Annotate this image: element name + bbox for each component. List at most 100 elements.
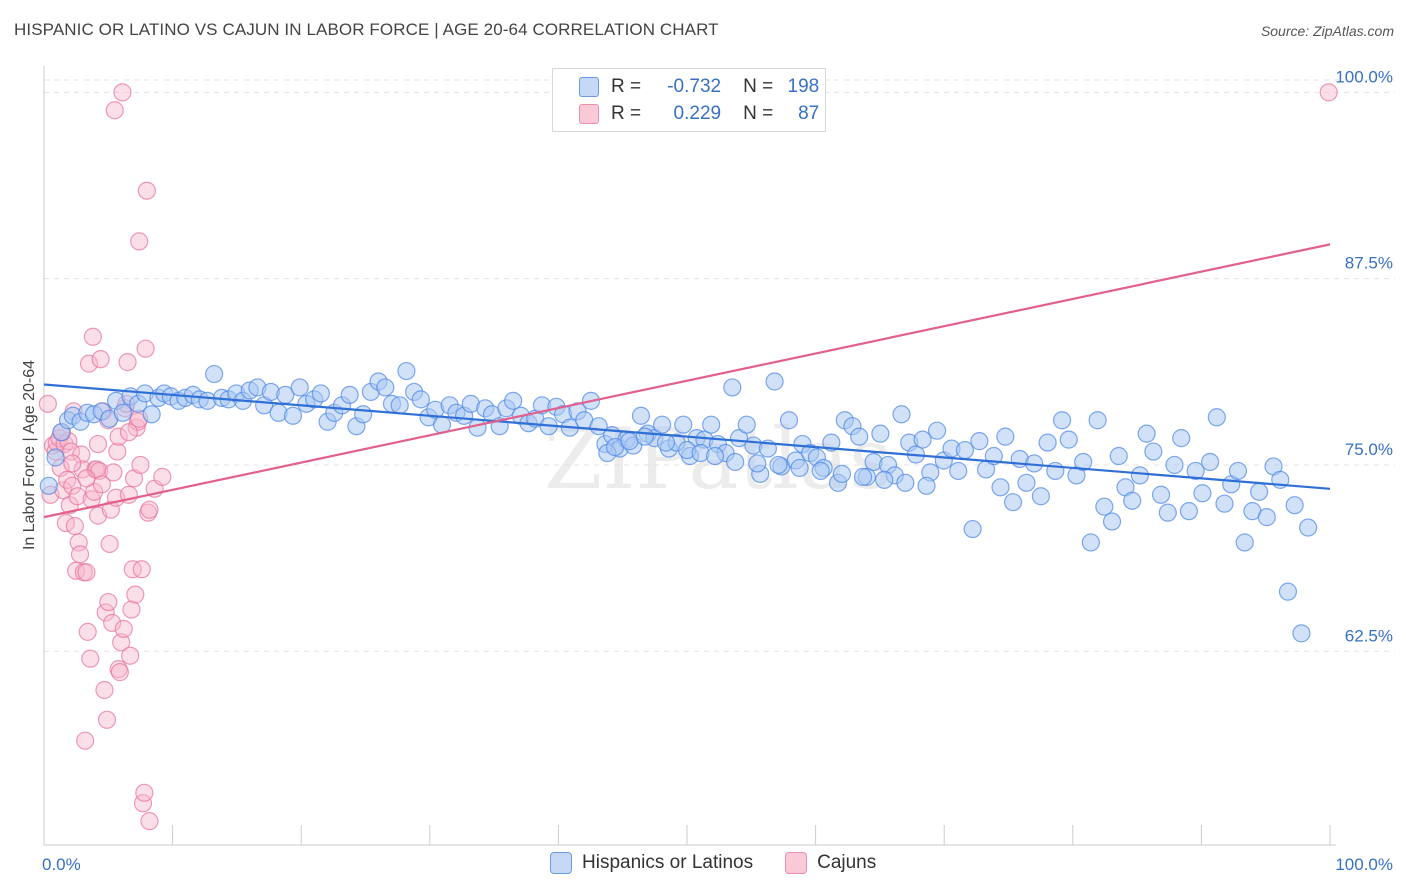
hispanic-point — [1165, 455, 1184, 475]
hispanic-point — [723, 378, 742, 397]
hispanic-point — [653, 415, 672, 434]
bottom-legend-swatch-pink — [785, 852, 808, 874]
cajun-point — [118, 353, 137, 372]
hispanic-point — [1186, 461, 1205, 481]
hispanic-point — [1228, 461, 1248, 481]
hispanic-points — [39, 361, 1318, 643]
hispanic-point — [892, 405, 911, 424]
bottom-legend: Hispanics or Latinos Cajuns — [550, 852, 908, 874]
hispanic-point — [1031, 487, 1050, 506]
cajun-point — [100, 534, 119, 554]
cajun-point — [77, 563, 96, 582]
hispanic-point — [1179, 502, 1199, 521]
cajun-point — [79, 354, 99, 373]
hispanic-point — [748, 454, 767, 473]
legend-row-hispanic: R = -0.732 N = 198 — [579, 74, 819, 100]
cajun-point — [114, 619, 133, 638]
cajun-point — [70, 545, 90, 564]
hispanic-point — [1095, 497, 1114, 516]
cajun-point — [88, 434, 108, 454]
hispanic-point — [917, 476, 936, 495]
cajun-point — [63, 454, 82, 473]
y-tick-label: 62.5% — [1345, 626, 1393, 645]
cajun-point — [119, 423, 138, 442]
hispanic-point — [620, 432, 639, 451]
tick-labels: 62.5% 75.0% 87.5% 100.0% 0.0% 100.0% — [42, 67, 1393, 874]
cajun-point — [76, 731, 95, 750]
hispanic-point — [1250, 482, 1269, 501]
hispanic-point — [769, 455, 788, 475]
cajun-point — [81, 649, 100, 668]
hispanic-point — [765, 372, 784, 391]
cajun-point — [95, 680, 114, 700]
legend-n-value: 87 — [792, 103, 820, 124]
hispanic-point — [674, 415, 693, 434]
hispanic-point — [311, 384, 330, 403]
grid-lines — [44, 79, 1395, 652]
cajun-point — [58, 470, 77, 489]
hispanic-point — [1278, 582, 1298, 601]
cajun-point — [112, 633, 131, 652]
cajun-point — [91, 350, 110, 369]
cajun-point — [110, 663, 129, 682]
hispanic-point — [1207, 408, 1226, 427]
hispanic-point — [1074, 452, 1093, 472]
cajun-point — [103, 613, 122, 633]
hispanic-point — [397, 361, 416, 381]
cajun-point — [137, 181, 156, 200]
cajun-point — [130, 232, 149, 251]
cajun-point — [153, 467, 172, 486]
cajun-trend-line — [43, 243, 1331, 519]
cajun-point — [96, 603, 115, 622]
hispanic-point — [631, 406, 651, 425]
legend-r-label: R = — [611, 76, 642, 97]
cajun-point — [63, 476, 82, 495]
hispanic-point — [790, 458, 809, 478]
cajun-point — [97, 710, 117, 729]
hispanic-point — [390, 396, 409, 415]
hispanic-point — [1200, 452, 1220, 472]
hispanic-point — [1215, 494, 1234, 513]
hispanic-point — [871, 424, 890, 443]
hispanic-point — [656, 433, 676, 452]
cajun-point — [109, 660, 128, 679]
hispanic-point — [996, 427, 1015, 446]
hispanic-point — [290, 378, 309, 397]
cajun-point — [109, 427, 128, 446]
cajun-point — [126, 585, 145, 604]
cajun-point — [105, 101, 124, 120]
cajun-point — [99, 592, 118, 612]
cajun-point — [77, 469, 96, 488]
hispanic-point — [113, 403, 132, 422]
legend-swatch-pink — [579, 104, 599, 124]
legend-n-label: N = — [743, 76, 774, 97]
cajun-point — [132, 560, 151, 579]
hispanic-point — [205, 364, 224, 384]
hispanic-point — [949, 461, 968, 481]
cajun-point — [85, 482, 104, 501]
hispanic-point — [1292, 624, 1311, 643]
legend-row-cajun: R = 0.229 N = 87 — [579, 101, 819, 127]
cajun-point — [65, 516, 84, 536]
x-tick-label: 100.0% — [1335, 855, 1393, 874]
hispanic-point — [853, 467, 873, 486]
hispanic-point — [1285, 496, 1304, 515]
hispanic-point — [39, 476, 58, 495]
hispanic-point — [1235, 533, 1254, 552]
hispanic-point — [875, 470, 894, 489]
cajun-point — [104, 463, 123, 482]
trend-lines — [43, 243, 1331, 519]
hispanic-trend-line — [43, 383, 1331, 490]
hispanic-point — [1144, 442, 1163, 461]
hispanic-point — [1130, 466, 1150, 485]
hispanic-point — [1158, 503, 1177, 522]
hispanic-point — [1193, 484, 1212, 503]
hispanic-point — [963, 519, 982, 539]
bottom-legend-swatch-blue — [550, 852, 572, 874]
hispanic-point — [1102, 512, 1122, 531]
cajun-point — [140, 500, 159, 519]
cajun-point — [92, 475, 111, 494]
hispanic-point — [340, 385, 359, 405]
hispanic-point — [991, 478, 1010, 497]
hispanic-point — [46, 448, 65, 467]
